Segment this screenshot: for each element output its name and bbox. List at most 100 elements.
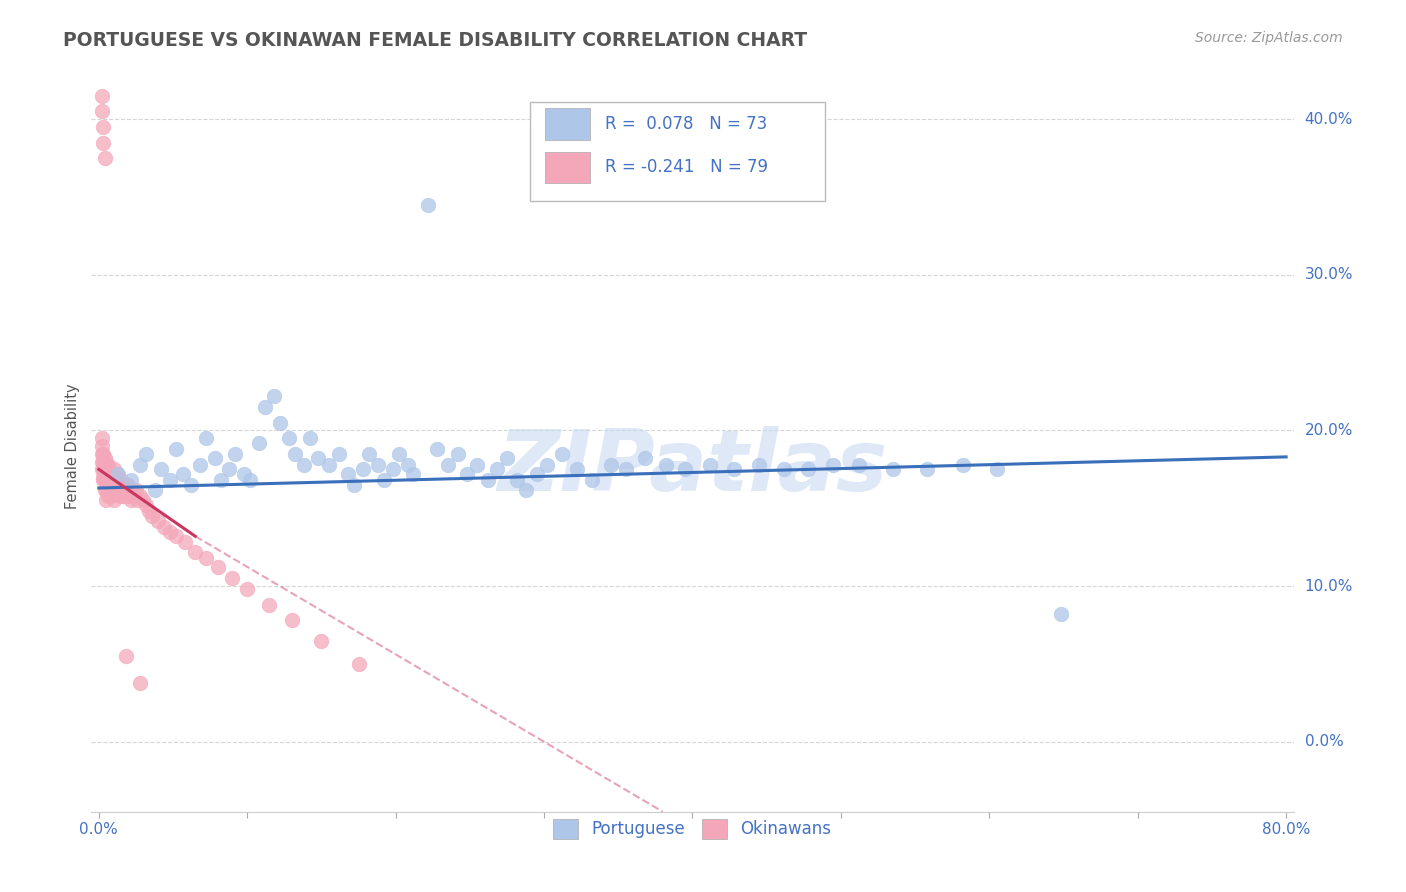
Text: R = -0.241   N = 79: R = -0.241 N = 79 xyxy=(605,159,768,177)
Point xyxy=(328,447,350,461)
Point xyxy=(107,473,129,487)
Point xyxy=(506,473,529,487)
Point xyxy=(224,447,246,461)
Point xyxy=(447,447,470,461)
Point xyxy=(347,657,370,671)
Point xyxy=(91,470,114,484)
Point xyxy=(93,458,115,472)
Point xyxy=(129,675,152,690)
Point xyxy=(120,473,143,487)
Point xyxy=(194,551,217,566)
Point xyxy=(373,473,395,487)
Point xyxy=(159,473,181,487)
Point xyxy=(117,489,139,503)
Point xyxy=(120,493,143,508)
Point xyxy=(773,462,796,476)
Point xyxy=(381,462,404,476)
Point xyxy=(111,478,134,492)
Point xyxy=(96,483,118,497)
Point xyxy=(280,613,302,627)
Point xyxy=(263,389,285,403)
Point xyxy=(97,489,120,503)
Point xyxy=(526,467,548,481)
Point xyxy=(91,447,114,461)
Point xyxy=(284,447,307,461)
Point xyxy=(98,483,121,497)
Point xyxy=(90,439,112,453)
Text: 20.0%: 20.0% xyxy=(1305,423,1353,438)
Point xyxy=(96,473,118,487)
Point xyxy=(634,451,657,466)
Point xyxy=(146,514,169,528)
Point xyxy=(599,458,621,472)
Point xyxy=(387,447,411,461)
Point xyxy=(138,504,160,518)
Point xyxy=(848,458,870,472)
Point xyxy=(97,478,120,492)
Point xyxy=(120,483,143,497)
Point xyxy=(93,483,115,497)
Point xyxy=(143,483,166,497)
Point xyxy=(614,462,637,476)
Text: ZIPatlas: ZIPatlas xyxy=(498,426,887,509)
Point xyxy=(104,483,127,497)
Point xyxy=(292,458,315,472)
Point xyxy=(100,489,122,503)
Point xyxy=(104,473,127,487)
Point xyxy=(221,571,243,585)
Point xyxy=(150,462,173,476)
FancyBboxPatch shape xyxy=(544,152,591,183)
Point xyxy=(111,489,134,503)
Point xyxy=(204,451,226,466)
Point xyxy=(194,431,217,445)
Point xyxy=(337,467,360,481)
Point xyxy=(91,462,114,476)
Point xyxy=(129,458,152,472)
Point xyxy=(253,400,276,414)
Point xyxy=(114,489,136,503)
Point xyxy=(93,151,115,165)
Point xyxy=(367,458,389,472)
Point xyxy=(298,431,321,445)
Point xyxy=(723,462,745,476)
Point xyxy=(90,462,112,476)
Point xyxy=(110,473,132,487)
Point xyxy=(91,120,114,134)
Point xyxy=(90,104,112,119)
Point xyxy=(209,473,232,487)
Point xyxy=(127,493,149,508)
Point xyxy=(91,473,114,487)
Point xyxy=(153,520,176,534)
Point xyxy=(986,462,1008,476)
Point xyxy=(436,458,458,472)
Point xyxy=(426,442,449,456)
Point xyxy=(269,416,291,430)
Point xyxy=(207,560,229,574)
Point xyxy=(565,462,588,476)
Point xyxy=(318,458,340,472)
Text: PORTUGUESE VS OKINAWAN FEMALE DISABILITY CORRELATION CHART: PORTUGUESE VS OKINAWAN FEMALE DISABILITY… xyxy=(63,31,807,50)
Point xyxy=(97,458,120,472)
Point xyxy=(110,483,132,497)
Point xyxy=(135,447,157,461)
Point xyxy=(581,473,603,487)
Point xyxy=(101,483,124,497)
Point xyxy=(105,467,128,481)
Point xyxy=(114,649,136,664)
Point xyxy=(93,467,115,481)
Point xyxy=(115,483,138,497)
FancyBboxPatch shape xyxy=(544,108,591,140)
Point xyxy=(748,458,770,472)
Point xyxy=(93,451,115,466)
Point xyxy=(823,458,845,472)
Text: 10.0%: 10.0% xyxy=(1305,579,1353,593)
Point xyxy=(107,467,129,481)
Text: 0.0%: 0.0% xyxy=(1305,734,1343,749)
Point xyxy=(239,473,262,487)
Point xyxy=(100,478,122,492)
Point xyxy=(496,451,519,466)
Point xyxy=(797,462,820,476)
Point xyxy=(352,462,374,476)
Point xyxy=(418,198,440,212)
Point xyxy=(165,442,187,456)
